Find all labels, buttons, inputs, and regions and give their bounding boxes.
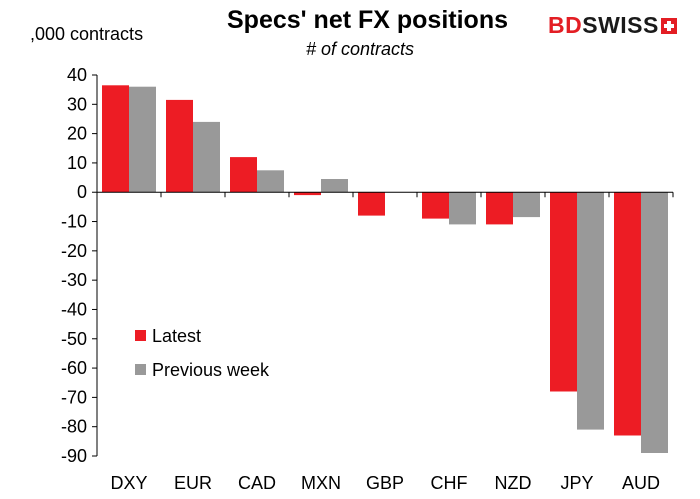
bar-dxy-latest xyxy=(102,85,129,193)
logo-text-swiss: SWISS xyxy=(582,12,659,38)
bar-nzd-latest xyxy=(486,192,513,225)
bar-chf-previous xyxy=(449,192,476,225)
y-tick-label: 10 xyxy=(67,153,87,173)
y-tick-label: 0 xyxy=(77,182,87,202)
bar-mxn-previous xyxy=(321,179,348,193)
y-tick-label: -30 xyxy=(61,270,87,290)
y-tick-label: -70 xyxy=(61,387,87,407)
y-tick-label: -80 xyxy=(61,417,87,437)
bar-eur-previous xyxy=(193,121,220,193)
bar-eur-latest xyxy=(166,99,193,193)
y-tick-label: -90 xyxy=(61,446,87,466)
y-tick-label: -60 xyxy=(61,358,87,378)
y-tick-label: 40 xyxy=(67,65,87,85)
axes-layer: 40 30 20 10 0 -10 -20 -30 -40 -50 -60 -70 -80 -90 DXY E… xyxy=(61,65,674,493)
bar-chf-latest xyxy=(422,192,449,219)
x-category-label: DXY xyxy=(110,473,147,493)
y-tick-label: 30 xyxy=(67,94,87,114)
legend-swatch-previous xyxy=(135,364,146,375)
brand-logo: BD SWISS xyxy=(548,12,677,39)
bar-aud-previous xyxy=(641,192,668,453)
swiss-flag-icon xyxy=(660,17,677,34)
bar-nzd-previous xyxy=(513,192,540,218)
unit-label: ,000 contracts xyxy=(30,24,144,44)
x-category-label: GBP xyxy=(366,473,404,493)
bar-aud-latest xyxy=(614,192,641,436)
chart-subtitle: # of contracts xyxy=(305,39,415,59)
y-tick-label: -50 xyxy=(61,329,87,349)
x-category-label: NZD xyxy=(495,473,532,493)
bar-cad-previous xyxy=(257,170,284,193)
legend: Latest Previous week xyxy=(135,326,270,380)
x-category-label: AUD xyxy=(622,473,660,493)
y-tick-label: -40 xyxy=(61,299,87,319)
chart-title: Specs' net FX positions xyxy=(227,6,508,34)
bar-dxy-previous xyxy=(129,86,156,193)
legend-swatch-latest xyxy=(135,330,146,341)
y-tick-label: -20 xyxy=(61,241,87,261)
legend-label-latest: Latest xyxy=(152,326,201,346)
bar-jpy-previous xyxy=(577,192,604,430)
bar-jpy-latest xyxy=(550,192,577,392)
x-category-label: CHF xyxy=(431,473,468,493)
legend-label-previous: Previous week xyxy=(152,360,270,380)
bar-cad-latest xyxy=(230,157,257,193)
logo-text-bd: BD xyxy=(548,12,583,38)
bars-layer xyxy=(102,85,668,453)
y-tick-label: 20 xyxy=(67,124,87,144)
x-category-label: MXN xyxy=(301,473,341,493)
x-category-label: EUR xyxy=(174,473,212,493)
x-category-label: CAD xyxy=(238,473,276,493)
y-tick-label: -10 xyxy=(61,212,87,232)
x-category-label: JPY xyxy=(560,473,593,493)
bar-mxn-latest xyxy=(294,192,321,196)
bar-gbp-latest xyxy=(358,192,385,216)
